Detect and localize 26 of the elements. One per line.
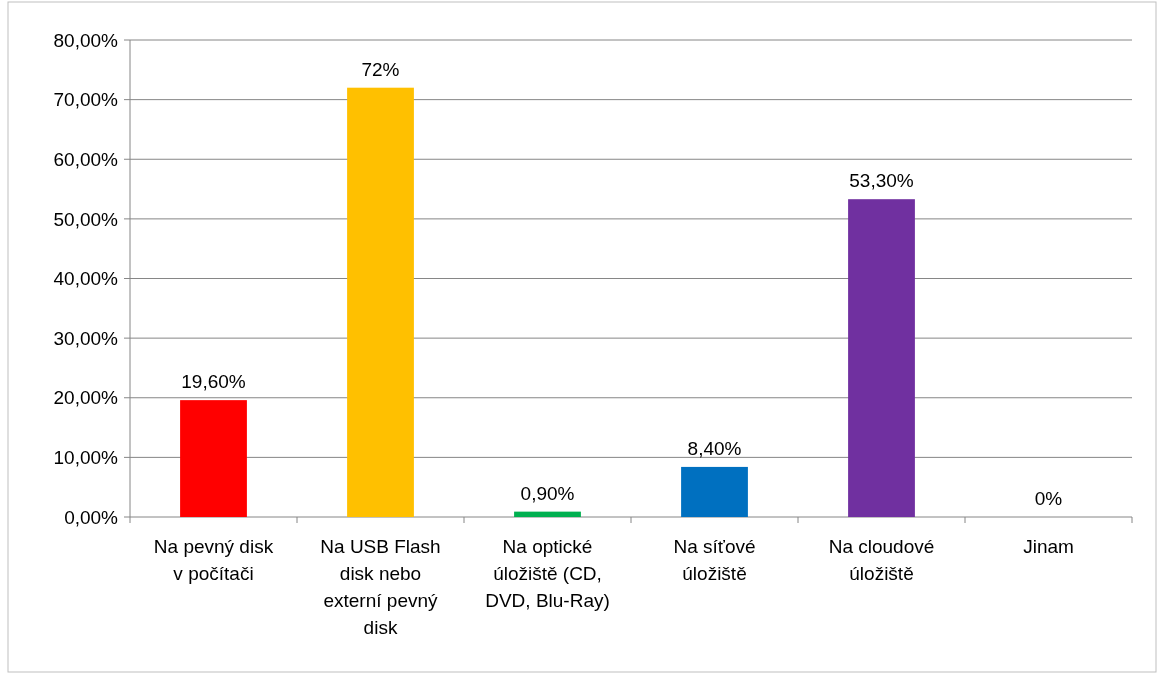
- x-tick-label: Na pevný disk v počítači: [153, 536, 274, 584]
- data-label: 0%: [1034, 488, 1063, 509]
- y-tick-label: 80,00%: [53, 29, 119, 51]
- bar: [180, 400, 247, 517]
- y-tick-label: 50,00%: [53, 208, 119, 230]
- y-tick-label: 0,00%: [64, 506, 119, 528]
- bar: [681, 466, 748, 517]
- bar: [848, 199, 915, 517]
- y-tick-label: 30,00%: [53, 327, 119, 349]
- bar: [347, 87, 414, 517]
- x-tick-label: Na optické úložiště (CD, DVD, Blu-Ray): [485, 536, 610, 611]
- x-tick-label: Na USB Flash disk nebo externí pevný disk: [320, 536, 441, 638]
- x-tick-label: Na cloudové úložiště: [828, 536, 935, 584]
- x-tick-label: Na síťové úložiště: [673, 536, 756, 584]
- y-tick-label: 60,00%: [53, 148, 119, 170]
- data-label: 19,60%: [181, 371, 246, 393]
- y-tick-label: 20,00%: [53, 387, 119, 409]
- data-label: 72%: [361, 58, 400, 80]
- bar: [514, 511, 581, 517]
- y-tick-label: 40,00%: [53, 268, 119, 290]
- y-tick-label: 10,00%: [53, 447, 119, 469]
- data-label: 0,90%: [520, 482, 575, 504]
- y-tick-label: 70,00%: [53, 89, 119, 111]
- data-label: 53,30%: [849, 170, 914, 192]
- data-label: 8,40%: [687, 437, 742, 459]
- x-tick-label: Jinam: [1023, 536, 1074, 557]
